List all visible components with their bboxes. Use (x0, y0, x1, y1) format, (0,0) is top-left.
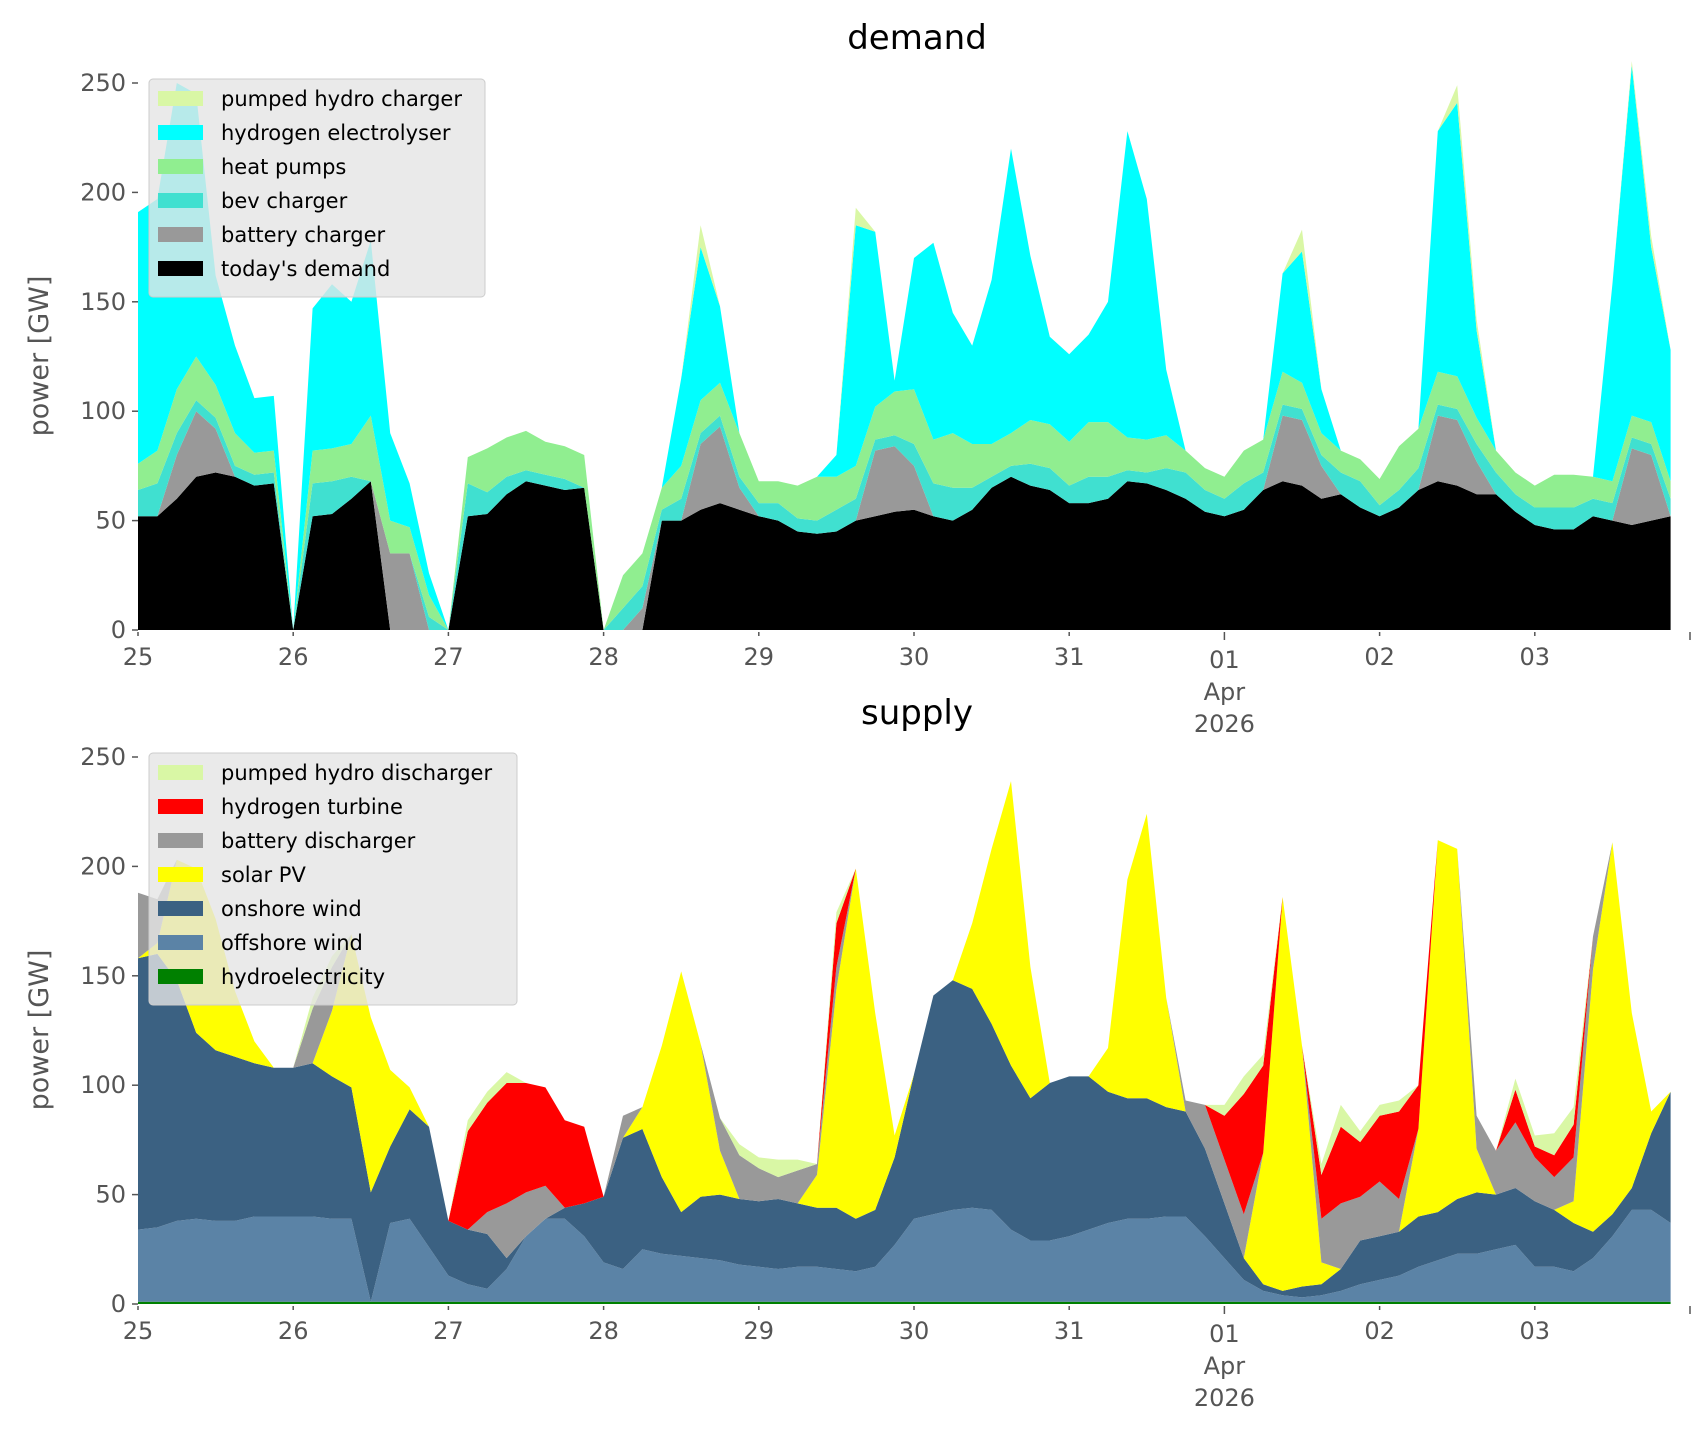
y-tick-label: 0 (111, 1290, 126, 1318)
x-tick-label: 29 (744, 643, 775, 671)
legend-label: onshore wind (221, 897, 362, 921)
y-tick-label: 150 (80, 288, 126, 316)
x-tick-sublabel: 2026 (1194, 710, 1255, 738)
legend-swatch (158, 765, 203, 780)
y-tick-label: 100 (80, 1071, 126, 1099)
legend-swatch (158, 159, 203, 174)
x-tick-label: 02 (1364, 1317, 1395, 1345)
legend-label: battery discharger (221, 829, 416, 853)
x-tick-label: 28 (588, 643, 619, 671)
legend-swatch (158, 833, 203, 848)
x-tick-label: 28 (588, 1317, 619, 1345)
x-tick-label: 27 (433, 1317, 464, 1345)
legend-label: today's demand (221, 257, 390, 281)
x-tick-label: 02 (1364, 643, 1395, 671)
y-axis-label: power [GW] (24, 276, 55, 437)
legend-label: hydrogen turbine (221, 795, 403, 819)
legend-swatch (158, 799, 203, 814)
area-bev-charger (138, 400, 1671, 630)
area-offshore-wind (138, 1207, 1671, 1302)
area-hydrogen-turbine (138, 781, 1671, 1230)
legend-label: hydrogen electrolyser (221, 121, 451, 145)
legend-label: offshore wind (221, 931, 363, 955)
x-tick-label: 31 (1054, 643, 1085, 671)
area-onshore-wind (138, 953, 1671, 1302)
area-today-s-demand (138, 472, 1671, 630)
y-tick-label: 50 (95, 1181, 126, 1209)
legend-swatch (158, 969, 203, 984)
x-tick-label: 26 (278, 1317, 309, 1345)
stacked-areas (138, 61, 1671, 631)
x-axis: 25 26 27 28 29 30 31 01 Apr 2026 02 03 (123, 1306, 1691, 1412)
legend-swatch (158, 227, 203, 242)
chart-title: supply (861, 693, 973, 733)
y-tick-label: 200 (80, 852, 126, 880)
area-battery-charger (138, 411, 1671, 630)
legend-swatch (158, 125, 203, 140)
y-axis: 0 50 100 150 200 250 (80, 743, 138, 1318)
legend-label: pumped hydro charger (221, 87, 462, 111)
x-tick-label: 26 (278, 643, 309, 671)
y-tick-label: 100 (80, 397, 126, 425)
legend-swatch (158, 935, 203, 950)
y-tick-label: 50 (95, 507, 126, 535)
legend-swatch (158, 867, 203, 882)
legend-swatch (158, 261, 203, 276)
stacked-areas (138, 781, 1671, 1304)
supply-panel: supply 0 50 100 150 200 250 25 26 27 28 29 30 31 01 A… (24, 693, 1691, 1412)
legend-label: heat pumps (221, 155, 346, 179)
legend-label: solar PV (221, 863, 306, 887)
x-tick-label: 01 (1209, 1320, 1240, 1348)
area-heat-pumps (138, 356, 1671, 630)
legend-swatch (158, 91, 203, 106)
legend: pumped hydro charger hydrogen electrolyse… (148, 78, 486, 298)
x-tick-label: 03 (1520, 643, 1551, 671)
x-tick-label: 30 (899, 1317, 930, 1345)
y-axis-label: power [GW] (24, 950, 55, 1111)
x-tick-label: 31 (1054, 1317, 1085, 1345)
y-tick-label: 250 (80, 743, 126, 771)
legend-box (148, 752, 518, 1006)
x-tick-sublabel: Apr (1204, 1352, 1246, 1380)
legend-box (148, 78, 486, 298)
x-tick-label: 25 (123, 643, 154, 671)
x-tick-sublabel: 2026 (1194, 1384, 1255, 1412)
x-tick-label: 30 (899, 643, 930, 671)
legend-label: hydroelectricity (221, 965, 385, 989)
x-tick-label: 25 (123, 1317, 154, 1345)
x-tick-sublabel: Apr (1204, 678, 1246, 706)
x-tick-label: 03 (1520, 1317, 1551, 1345)
x-axis: 25 26 27 28 29 30 31 01 Apr 2026 02 03 (123, 632, 1691, 738)
legend-label: pumped hydro discharger (221, 761, 492, 785)
y-tick-label: 250 (80, 69, 126, 97)
y-tick-label: 0 (111, 616, 126, 644)
x-tick-label: 29 (744, 1317, 775, 1345)
y-tick-label: 200 (80, 178, 126, 206)
x-tick-label: 01 (1209, 646, 1240, 674)
legend: pumped hydro discharger hydrogen turbine b… (148, 752, 518, 1006)
chart-title: demand (847, 18, 987, 58)
demand-panel: demand 0 50 100 150 200 250 25 26 27 28 29 30 31 01 A… (24, 18, 1691, 738)
legend-label: bev charger (221, 189, 348, 213)
area-hydrogen-electrolyser (138, 65, 1671, 630)
y-axis: 0 50 100 150 200 250 (80, 69, 138, 644)
y-tick-label: 150 (80, 962, 126, 990)
legend-label: battery charger (221, 223, 386, 247)
x-tick-label: 27 (433, 643, 464, 671)
legend-swatch (158, 193, 203, 208)
area-hydroelectricity (138, 1301, 1671, 1304)
area-solar-pv (138, 781, 1671, 1291)
legend-swatch (158, 901, 203, 916)
